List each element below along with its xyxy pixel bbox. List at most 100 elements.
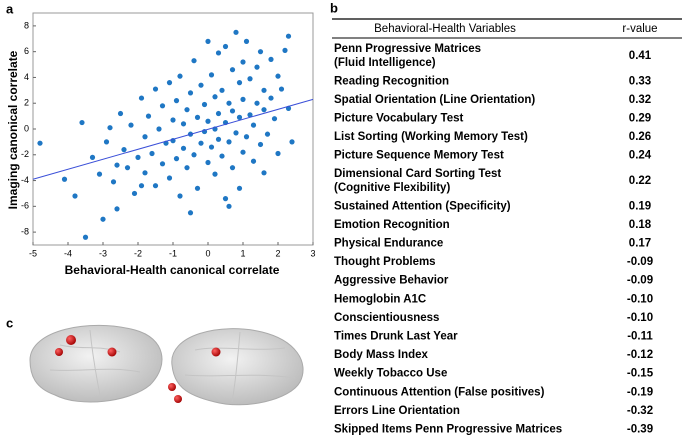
point bbox=[268, 95, 274, 101]
x-tick-label: -2 bbox=[134, 248, 142, 258]
table-cell: -0.12 bbox=[627, 349, 653, 361]
table-cell: 0.26 bbox=[629, 131, 651, 143]
point bbox=[170, 117, 176, 123]
point bbox=[191, 152, 197, 158]
table-cell: Hemoglobin A1C bbox=[334, 293, 426, 305]
y-tick-label: -2 bbox=[21, 149, 29, 159]
point bbox=[184, 165, 190, 171]
x-tick-label: -5 bbox=[29, 248, 37, 258]
brain-left bbox=[29, 324, 163, 403]
point bbox=[180, 121, 187, 127]
point bbox=[233, 130, 239, 136]
point bbox=[184, 107, 190, 113]
point bbox=[173, 98, 180, 104]
point bbox=[124, 165, 131, 171]
point bbox=[254, 64, 260, 70]
point bbox=[142, 170, 148, 176]
table-cell: (Fluid Intelligence) bbox=[334, 57, 436, 69]
point bbox=[191, 58, 197, 64]
point bbox=[275, 150, 281, 157]
x-tick-label: -4 bbox=[64, 248, 72, 258]
table-cell: -0.10 bbox=[627, 293, 653, 305]
point bbox=[243, 134, 250, 140]
point bbox=[114, 162, 120, 168]
point bbox=[135, 154, 141, 160]
point bbox=[243, 38, 250, 44]
point bbox=[131, 190, 138, 197]
point bbox=[201, 101, 208, 108]
point bbox=[152, 183, 159, 189]
point bbox=[198, 82, 204, 88]
point bbox=[208, 144, 215, 150]
point bbox=[289, 139, 295, 145]
point bbox=[229, 165, 236, 171]
table-cell: 0.22 bbox=[629, 175, 651, 187]
x-tick-label: -1 bbox=[169, 248, 177, 258]
point bbox=[177, 73, 183, 79]
point bbox=[61, 176, 68, 182]
point bbox=[128, 122, 134, 128]
table-cell: 0.32 bbox=[629, 94, 651, 106]
x-axis-label: Behavioral-Health canonical correlate bbox=[65, 263, 280, 277]
table-cell: Weekly Tobacco Use bbox=[334, 368, 447, 380]
x-tick-label: 0 bbox=[205, 248, 210, 258]
point bbox=[166, 175, 173, 181]
table-cell: Body Mass Index bbox=[334, 349, 429, 361]
point bbox=[100, 216, 106, 222]
point bbox=[215, 110, 222, 117]
table-cell: 0.18 bbox=[629, 219, 652, 231]
point bbox=[215, 50, 222, 56]
point bbox=[250, 158, 257, 164]
point bbox=[236, 80, 243, 86]
point bbox=[82, 234, 89, 240]
point bbox=[282, 47, 288, 53]
point bbox=[233, 29, 239, 35]
point bbox=[159, 103, 166, 109]
table-cell: Physical Endurance bbox=[334, 238, 443, 250]
table-cell: Spatial Orientation (Line Orientation) bbox=[334, 94, 535, 106]
point bbox=[226, 100, 232, 106]
panel-label: c bbox=[6, 315, 13, 330]
y-tick-label: 0 bbox=[24, 123, 29, 133]
point bbox=[37, 140, 43, 146]
table-cell: 0.24 bbox=[629, 150, 652, 162]
brain-right bbox=[168, 328, 304, 406]
y-tick-label: -6 bbox=[21, 201, 29, 211]
point bbox=[194, 114, 201, 120]
point bbox=[156, 126, 162, 132]
point bbox=[121, 147, 127, 153]
point bbox=[257, 141, 264, 148]
table-cell: Thought Problems bbox=[334, 256, 436, 268]
y-tick-label: 8 bbox=[24, 20, 29, 30]
table-cell: Aggressive Behavior bbox=[334, 275, 449, 287]
point bbox=[72, 193, 78, 199]
point bbox=[142, 134, 148, 140]
table-cell: Picture Vocabulary Test bbox=[334, 113, 463, 125]
point bbox=[261, 107, 267, 113]
table-header: r-value bbox=[622, 23, 657, 35]
y-tick-label: 6 bbox=[24, 46, 29, 56]
y-tick-label: 4 bbox=[24, 72, 29, 82]
point bbox=[114, 206, 120, 212]
point bbox=[236, 185, 243, 191]
table-cell: -0.19 bbox=[627, 386, 653, 398]
table-cell: Skipped Items Penn Progressive Matrices bbox=[334, 424, 562, 436]
point bbox=[180, 145, 187, 151]
table-cell: Errors Line Orientation bbox=[334, 405, 460, 417]
table-cell: 0.41 bbox=[629, 50, 652, 62]
table-header: Behavioral-Health Variables bbox=[374, 23, 516, 35]
table-cell: List Sorting (Working Memory Test) bbox=[334, 131, 528, 143]
point bbox=[177, 193, 183, 199]
point bbox=[275, 73, 281, 79]
point bbox=[226, 203, 232, 209]
point bbox=[117, 110, 124, 117]
table-cell: Emotion Recognition bbox=[334, 219, 450, 231]
x-tick-label: -3 bbox=[99, 248, 107, 258]
point bbox=[247, 112, 253, 118]
point bbox=[205, 159, 211, 166]
fit-line bbox=[32, 98, 314, 180]
point bbox=[89, 154, 96, 160]
point bbox=[159, 161, 166, 167]
point bbox=[222, 43, 229, 50]
